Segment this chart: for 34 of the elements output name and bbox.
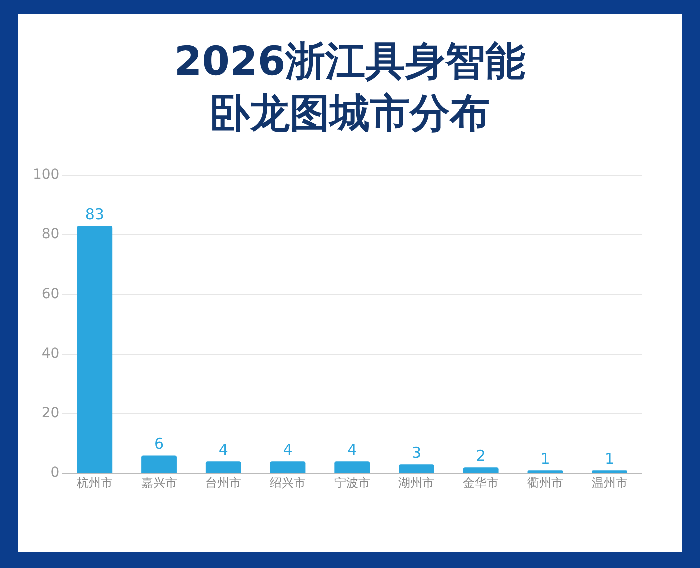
data-label: 4 [348,441,358,460]
data-label: 83 [85,205,104,224]
y-tick-label: 80 [42,226,60,243]
x-tick-label: 宁波市 [334,476,370,490]
x-tick-label: 金华市 [463,476,500,490]
data-label: 4 [283,441,293,460]
y-tick-label: 40 [42,346,60,362]
bar [77,226,113,474]
y-tick-label: 60 [42,286,60,302]
bar [334,462,370,474]
data-label: 4 [218,441,228,460]
data-label: 1 [605,450,615,468]
bar [270,462,306,474]
x-tick-label: 衢州市 [527,476,564,490]
x-tick-label: 杭州市 [76,476,113,490]
bar [206,462,242,474]
y-tick-label: 20 [42,406,60,422]
chart-title: 2026浙江具身智能卧龙图城市分布 [173,38,527,139]
data-label: 3 [412,444,422,462]
bar [399,464,434,474]
x-tick-label: 嘉兴市 [141,476,178,490]
x-tick-label: 温州市 [592,476,628,490]
bar [463,468,499,474]
bar [592,470,628,474]
bar [528,470,564,474]
y-tick-label: 100 [32,167,60,184]
data-label: 6 [154,435,164,454]
y-tick-label: 0 [50,465,60,482]
x-tick-label: 台州市 [206,476,242,490]
x-tick-label: 绍兴市 [270,476,306,490]
data-label: 1 [540,450,550,468]
data-label: 2 [476,447,486,466]
bar [142,456,177,474]
x-tick-label: 湖州市 [398,476,435,490]
